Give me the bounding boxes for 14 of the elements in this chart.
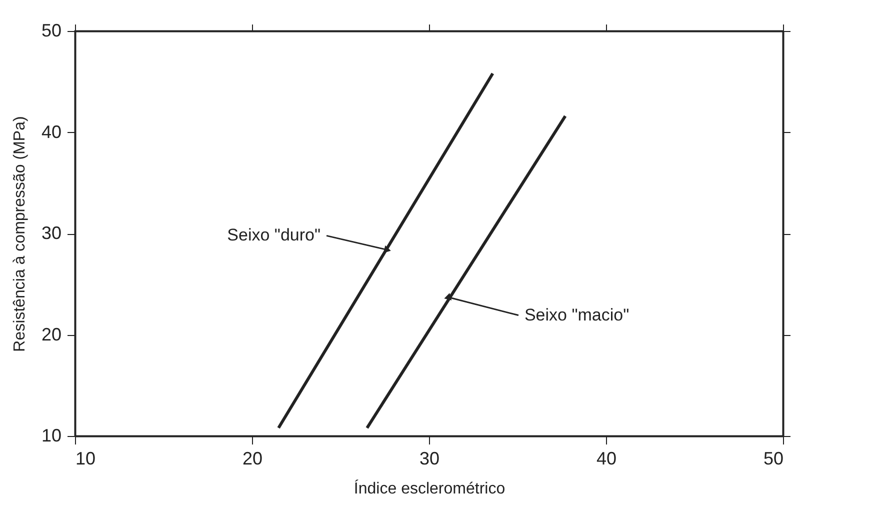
- annotation: Seixo "macio": [524, 305, 630, 324]
- y-tick-label: 10: [41, 426, 62, 446]
- y-tick-label: 30: [41, 223, 62, 243]
- x-tick-label: 20: [242, 448, 263, 468]
- y-tick-label: 50: [41, 20, 62, 40]
- y-axis-title: Resistência à compressão (MPa): [11, 116, 28, 352]
- y-tick-label: 40: [41, 122, 62, 142]
- x-tick-label: 40: [596, 448, 617, 468]
- x-tick-label: 50: [763, 448, 784, 468]
- x-tick-label: 30: [419, 448, 440, 468]
- x-axis-title: Índice esclerométrico: [354, 480, 506, 498]
- annotation: Seixo "duro": [227, 226, 321, 245]
- y-tick-label: 20: [41, 324, 62, 344]
- x-tick-label: 10: [76, 448, 96, 468]
